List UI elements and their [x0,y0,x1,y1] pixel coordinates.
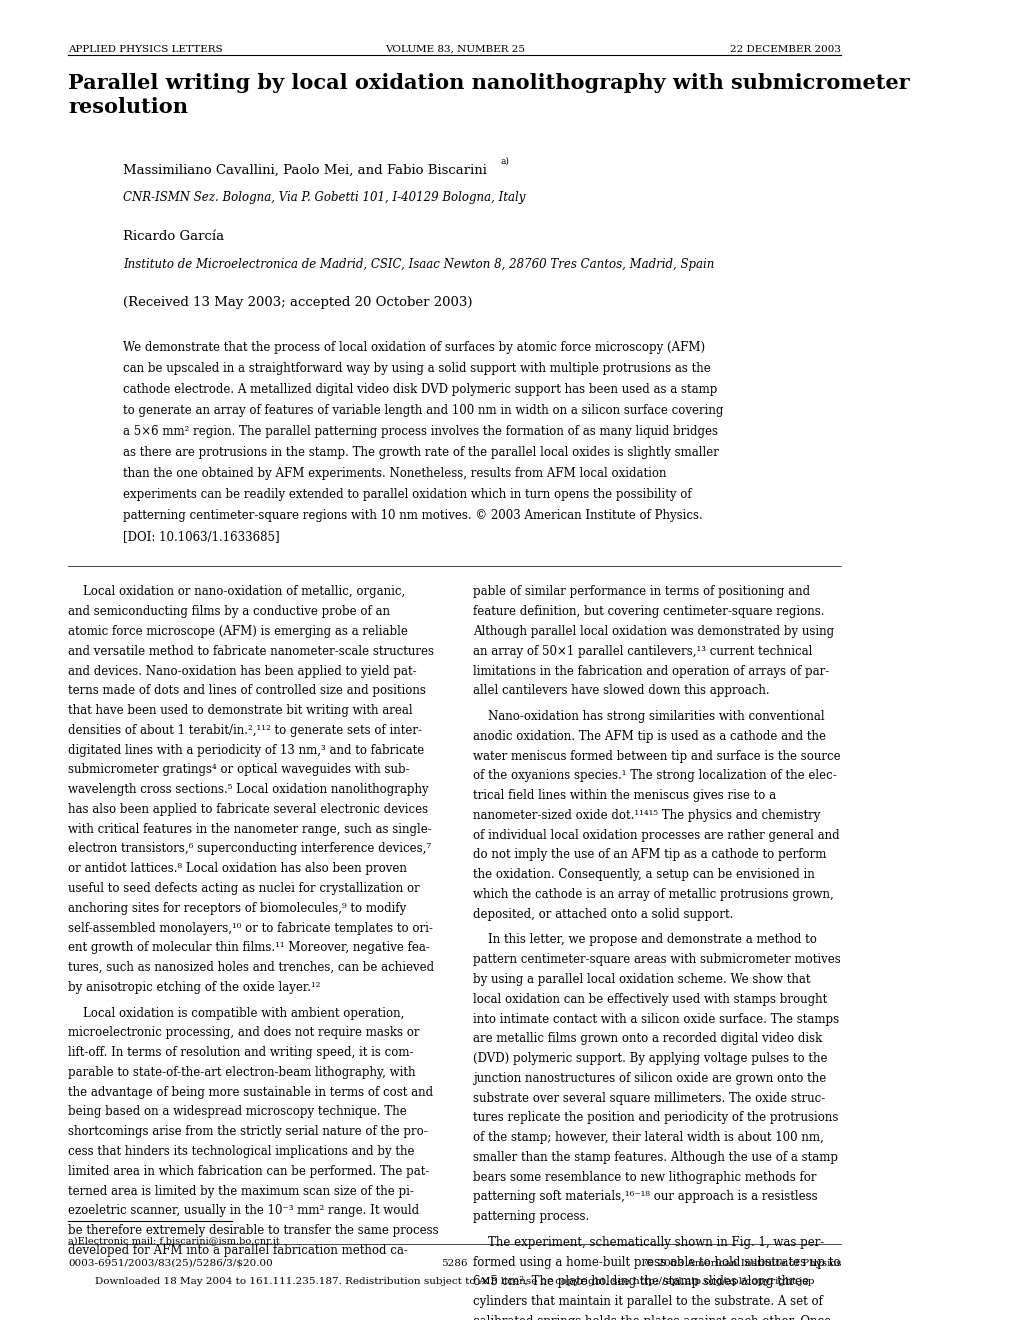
Text: by using a parallel local oxidation scheme. We show that: by using a parallel local oxidation sche… [473,973,810,986]
Text: be therefore extremely desirable to transfer the same process: be therefore extremely desirable to tran… [68,1224,438,1237]
Text: submicrometer gratings⁴ or optical waveguides with sub-: submicrometer gratings⁴ or optical waveg… [68,763,410,776]
Text: an array of 50×1 parallel cantilevers,¹³ current technical: an array of 50×1 parallel cantilevers,¹³… [473,644,811,657]
Text: nanometer-sized oxide dot.¹¹⁴¹⁵ The physics and chemistry: nanometer-sized oxide dot.¹¹⁴¹⁵ The phys… [473,809,819,822]
Text: and versatile method to fabricate nanometer-scale structures: and versatile method to fabricate nanome… [68,644,434,657]
Text: microelectronic processing, and does not require masks or: microelectronic processing, and does not… [68,1027,419,1039]
Text: developed for AFM into a parallel fabrication method ca-: developed for AFM into a parallel fabric… [68,1243,408,1257]
Text: of the oxyanions species.¹ The strong localization of the elec-: of the oxyanions species.¹ The strong lo… [473,770,836,783]
Text: (Received 13 May 2003; accepted 20 October 2003): (Received 13 May 2003; accepted 20 Octob… [122,296,472,309]
Text: We demonstrate that the process of local oxidation of surfaces by atomic force m: We demonstrate that the process of local… [122,341,704,354]
Text: [DOI: 10.1063/1.1633685]: [DOI: 10.1063/1.1633685] [122,531,279,543]
Text: and devices. Nano-oxidation has been applied to yield pat-: and devices. Nano-oxidation has been app… [68,664,417,677]
Text: cess that hinders its technological implications and by the: cess that hinders its technological impl… [68,1144,415,1158]
Text: and semiconducting films by a conductive probe of an: and semiconducting films by a conductive… [68,606,390,618]
Text: by anisotropic etching of the oxide layer.¹²: by anisotropic etching of the oxide laye… [68,981,320,994]
Text: 0003-6951/2003/83(25)/5286/3/$20.00: 0003-6951/2003/83(25)/5286/3/$20.00 [68,1259,273,1269]
Text: a)Electronic mail: f.biscarini@ism.bo.cnr.it: a)Electronic mail: f.biscarini@ism.bo.cn… [68,1236,279,1245]
Text: limitations in the fabrication and operation of arrays of par-: limitations in the fabrication and opera… [473,664,828,677]
Text: APPLIED PHYSICS LETTERS: APPLIED PHYSICS LETTERS [68,45,222,54]
Text: tures replicate the position and periodicity of the protrusions: tures replicate the position and periodi… [473,1111,838,1125]
Text: (DVD) polymeric support. By applying voltage pulses to the: (DVD) polymeric support. By applying vol… [473,1052,826,1065]
Text: Nano-oxidation has strong similarities with conventional: Nano-oxidation has strong similarities w… [473,710,823,723]
Text: ent growth of molecular thin films.¹¹ Moreover, negative fea-: ent growth of molecular thin films.¹¹ Mo… [68,941,430,954]
Text: VOLUME 83, NUMBER 25: VOLUME 83, NUMBER 25 [384,45,525,54]
Text: Ricardo García: Ricardo García [122,230,224,243]
Text: lift-off. In terms of resolution and writing speed, it is com-: lift-off. In terms of resolution and wri… [68,1047,414,1059]
Text: as there are protrusions in the stamp. The growth rate of the parallel local oxi: as there are protrusions in the stamp. T… [122,446,718,459]
Text: CNR-ISMN Sez. Bologna, Via P. Gobetti 101, I-40129 Bologna, Italy: CNR-ISMN Sez. Bologna, Via P. Gobetti 10… [122,191,525,205]
Text: shortcomings arise from the strictly serial nature of the pro-: shortcomings arise from the strictly ser… [68,1125,428,1138]
Text: are metallic films grown onto a recorded digital video disk: are metallic films grown onto a recorded… [473,1032,821,1045]
Text: 5286: 5286 [441,1259,468,1269]
Text: with critical features in the nanometer range, such as single-: with critical features in the nanometer … [68,822,431,836]
Text: terns made of dots and lines of controlled size and positions: terns made of dots and lines of controll… [68,684,426,697]
Text: ezoeletric scanner, usually in the 10⁻³ mm² range. It would: ezoeletric scanner, usually in the 10⁻³ … [68,1204,419,1217]
Text: The experiment, schematically shown in Fig. 1, was per-: The experiment, schematically shown in F… [473,1236,823,1249]
Text: experiments can be readily extended to parallel oxidation which in turn opens th: experiments can be readily extended to p… [122,488,691,500]
Text: tures, such as nanosized holes and trenches, can be achieved: tures, such as nanosized holes and trenc… [68,961,434,974]
Text: self-assembled monolayers,¹⁰ or to fabricate templates to ori-: self-assembled monolayers,¹⁰ or to fabri… [68,921,433,935]
Text: being based on a widespread microscopy technique. The: being based on a widespread microscopy t… [68,1105,407,1118]
Text: a): a) [499,157,508,166]
Text: smaller than the stamp features. Although the use of a stamp: smaller than the stamp features. Althoug… [473,1151,838,1164]
Text: useful to seed defects acting as nuclei for crystallization or: useful to seed defects acting as nuclei … [68,882,420,895]
Text: substrate over several square millimeters. The oxide struc-: substrate over several square millimeter… [473,1092,824,1105]
Text: anchoring sites for receptors of biomolecules,⁹ to modify: anchoring sites for receptors of biomole… [68,902,406,915]
Text: has also been applied to fabricate several electronic devices: has also been applied to fabricate sever… [68,803,428,816]
Text: allel cantilevers have slowed down this approach.: allel cantilevers have slowed down this … [473,684,769,697]
Text: wavelength cross sections.⁵ Local oxidation nanolithography: wavelength cross sections.⁵ Local oxidat… [68,783,428,796]
Text: pable of similar performance in terms of positioning and: pable of similar performance in terms of… [473,586,809,598]
Text: which the cathode is an array of metallic protrusions grown,: which the cathode is an array of metalli… [473,888,833,902]
Text: bears some resemblance to new lithographic methods for: bears some resemblance to new lithograph… [473,1171,815,1184]
Text: anodic oxidation. The AFM tip is used as a cathode and the: anodic oxidation. The AFM tip is used as… [473,730,825,743]
Text: of individual local oxidation processes are rather general and: of individual local oxidation processes … [473,829,839,842]
Text: 22 DECEMBER 2003: 22 DECEMBER 2003 [730,45,841,54]
Text: cathode electrode. A metallized digital video disk DVD polymeric support has bee: cathode electrode. A metallized digital … [122,383,716,396]
Text: patterning process.: patterning process. [473,1210,589,1224]
Text: of the stamp; however, their lateral width is about 100 nm,: of the stamp; however, their lateral wid… [473,1131,823,1144]
Text: Although parallel local oxidation was demonstrated by using: Although parallel local oxidation was de… [473,624,834,638]
Text: © 2003 American Institute of Physics: © 2003 American Institute of Physics [643,1259,841,1269]
Text: than the one obtained by AFM experiments. Nonetheless, results from AFM local ox: than the one obtained by AFM experiments… [122,467,665,480]
Text: to generate an array of features of variable length and 100 nm in width on a sil: to generate an array of features of vari… [122,404,722,417]
Text: the advantage of being more sustainable in terms of cost and: the advantage of being more sustainable … [68,1085,433,1098]
Text: pattern centimeter-square areas with submicrometer motives: pattern centimeter-square areas with sub… [473,953,840,966]
Text: digitated lines with a periodicity of 13 nm,³ and to fabricate: digitated lines with a periodicity of 13… [68,743,424,756]
Text: cylinders that maintain it parallel to the substrate. A set of: cylinders that maintain it parallel to t… [473,1295,822,1308]
Text: electron transistors,⁶ superconducting interference devices,⁷: electron transistors,⁶ superconducting i… [68,842,431,855]
Text: or antidot lattices.⁸ Local oxidation has also been proven: or antidot lattices.⁸ Local oxidation ha… [68,862,407,875]
Text: local oxidation can be effectively used with stamps brought: local oxidation can be effectively used … [473,993,826,1006]
Text: junction nanostructures of silicon oxide are grown onto the: junction nanostructures of silicon oxide… [473,1072,825,1085]
Text: densities of about 1 terabit/in.²,¹¹² to generate sets of inter-: densities of about 1 terabit/in.²,¹¹² to… [68,723,422,737]
Text: 6×5 cm². The plate holding the stamp slides along three: 6×5 cm². The plate holding the stamp sli… [473,1275,808,1288]
Text: patterning soft materials,¹⁶⁻¹⁸ our approach is a resistless: patterning soft materials,¹⁶⁻¹⁸ our appr… [473,1191,817,1204]
Text: water meniscus formed between tip and surface is the source: water meniscus formed between tip and su… [473,750,840,763]
Text: Downloaded 18 May 2004 to 161.111.235.187. Redistribution subject to AIP license: Downloaded 18 May 2004 to 161.111.235.18… [95,1276,814,1286]
Text: In this letter, we propose and demonstrate a method to: In this letter, we propose and demonstra… [473,933,816,946]
Text: atomic force microscope (AFM) is emerging as a reliable: atomic force microscope (AFM) is emergin… [68,624,408,638]
Text: parable to state-of-the-art electron-beam lithography, with: parable to state-of-the-art electron-bea… [68,1067,416,1078]
Text: Local oxidation is compatible with ambient operation,: Local oxidation is compatible with ambie… [68,1007,405,1019]
Text: do not imply the use of an AFM tip as a cathode to perform: do not imply the use of an AFM tip as a … [473,849,825,862]
Text: feature definition, but covering centimeter-square regions.: feature definition, but covering centime… [473,606,823,618]
Text: can be upscaled in a straightforward way by using a solid support with multiple : can be upscaled in a straightforward way… [122,362,710,375]
Text: into intimate contact with a silicon oxide surface. The stamps: into intimate contact with a silicon oxi… [473,1012,839,1026]
Text: formed using a home-built press able to hold substrates up to: formed using a home-built press able to … [473,1255,840,1269]
Text: Local oxidation or nano-oxidation of metallic, organic,: Local oxidation or nano-oxidation of met… [68,586,406,598]
Text: Massimiliano Cavallini, Paolo Mei, and Fabio Biscarini: Massimiliano Cavallini, Paolo Mei, and F… [122,164,486,177]
Text: patterning centimeter-square regions with 10 nm motives. © 2003 American Institu: patterning centimeter-square regions wit… [122,510,702,521]
Text: Parallel writing by local oxidation nanolithography with submicrometer
resolutio: Parallel writing by local oxidation nano… [68,73,909,116]
Text: a 5×6 mm² region. The parallel patterning process involves the formation of as m: a 5×6 mm² region. The parallel patternin… [122,425,717,438]
Text: deposited, or attached onto a solid support.: deposited, or attached onto a solid supp… [473,908,733,921]
Text: that have been used to demonstrate bit writing with areal: that have been used to demonstrate bit w… [68,704,413,717]
Text: the oxidation. Consequently, a setup can be envisioned in: the oxidation. Consequently, a setup can… [473,869,814,882]
Text: terned area is limited by the maximum scan size of the pi-: terned area is limited by the maximum sc… [68,1184,414,1197]
Text: Instituto de Microelectronica de Madrid, CSIC, Isaac Newton 8, 28760 Tres Cantos: Instituto de Microelectronica de Madrid,… [122,257,713,271]
Text: calibrated springs holds the plates against each other. Once: calibrated springs holds the plates agai… [473,1315,830,1320]
Text: trical field lines within the meniscus gives rise to a: trical field lines within the meniscus g… [473,789,775,803]
Text: limited area in which fabrication can be performed. The pat-: limited area in which fabrication can be… [68,1164,429,1177]
